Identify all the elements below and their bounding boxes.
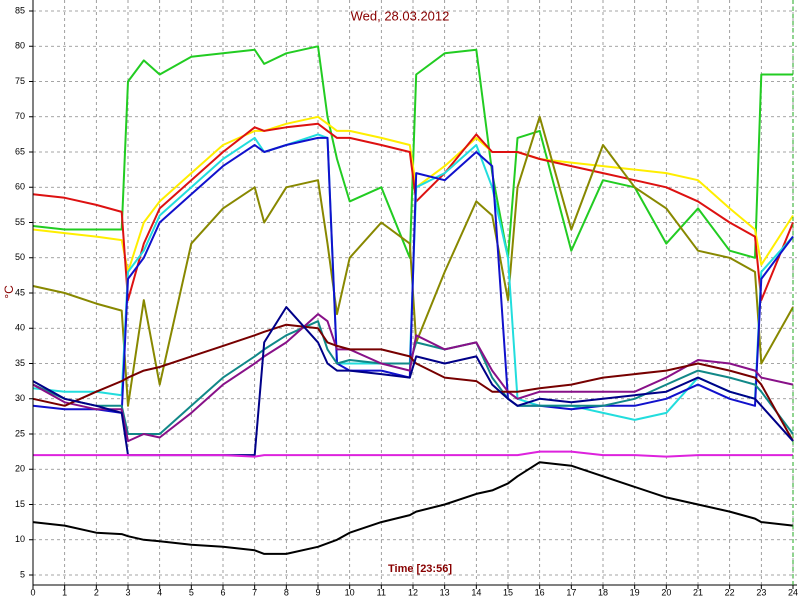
y-tick-label: 80	[15, 41, 25, 51]
series-line	[33, 450, 793, 458]
y-axis-label: °C	[2, 285, 16, 299]
x-tick-label: 22	[725, 587, 735, 597]
x-tick-label: 6	[220, 587, 225, 597]
y-tick-label: 55	[15, 217, 25, 227]
series-line	[32, 323, 794, 442]
y-tick-label: 20	[15, 464, 25, 474]
y-tick-label: 40	[15, 323, 25, 333]
x-tick-label: 20	[661, 587, 671, 597]
x-tick-label: 3	[125, 587, 130, 597]
y-tick-label: 60	[15, 182, 25, 192]
chart-title: Wed, 28.03.2012	[351, 8, 450, 23]
y-tick-label: 45	[15, 287, 25, 297]
x-tick-label: 14	[471, 587, 481, 597]
y-tick-label: 25	[15, 428, 25, 438]
series-line	[32, 122, 794, 302]
x-tick-label: 8	[284, 587, 289, 597]
y-tick-label: 70	[15, 111, 25, 121]
x-tick-label: 11	[377, 587, 386, 597]
x-tick-label: 1	[62, 587, 67, 597]
y-tick-label: 35	[15, 358, 25, 368]
x-tick-label: 23	[756, 587, 766, 597]
x-tick-label: 0	[30, 587, 35, 597]
y-tick-label: 85	[15, 5, 25, 15]
x-tick-label: 15	[503, 587, 513, 597]
x-tick-label: 2	[94, 587, 99, 597]
x-tick-label: 4	[157, 587, 162, 597]
x-tick-label: 17	[566, 587, 576, 597]
x-tick-label: 16	[535, 587, 545, 597]
series-line	[32, 136, 794, 414]
x-tick-label: 9	[315, 587, 320, 597]
series-line	[32, 313, 794, 443]
x-tick-label: 19	[630, 587, 640, 597]
y-tick-label: 30	[15, 393, 25, 403]
y-tick-label: 5	[20, 569, 25, 579]
y-tick-label: 75	[15, 76, 25, 86]
y-tick-label: 15	[15, 499, 25, 509]
x-tick-label: 7	[252, 587, 257, 597]
x-tick-label: 18	[598, 587, 608, 597]
series-line	[32, 115, 794, 273]
y-tick-label: 65	[15, 146, 25, 156]
series-line	[32, 320, 794, 435]
x-axis-label: Time [23:56]	[388, 563, 452, 575]
x-tick-label: 12	[408, 587, 418, 597]
y-tick-label: 10	[15, 534, 25, 544]
series-line	[32, 115, 794, 407]
x-tick-label: 5	[189, 587, 194, 597]
plot-lines	[32, 45, 794, 555]
x-tick-label: 24	[788, 587, 798, 597]
x-tick-label: 10	[345, 587, 355, 597]
series-line	[32, 461, 794, 555]
x-tick-label: 13	[440, 587, 450, 597]
series-line	[32, 45, 793, 259]
x-tick-label: 21	[693, 587, 703, 597]
y-tick-label: 50	[15, 252, 25, 262]
